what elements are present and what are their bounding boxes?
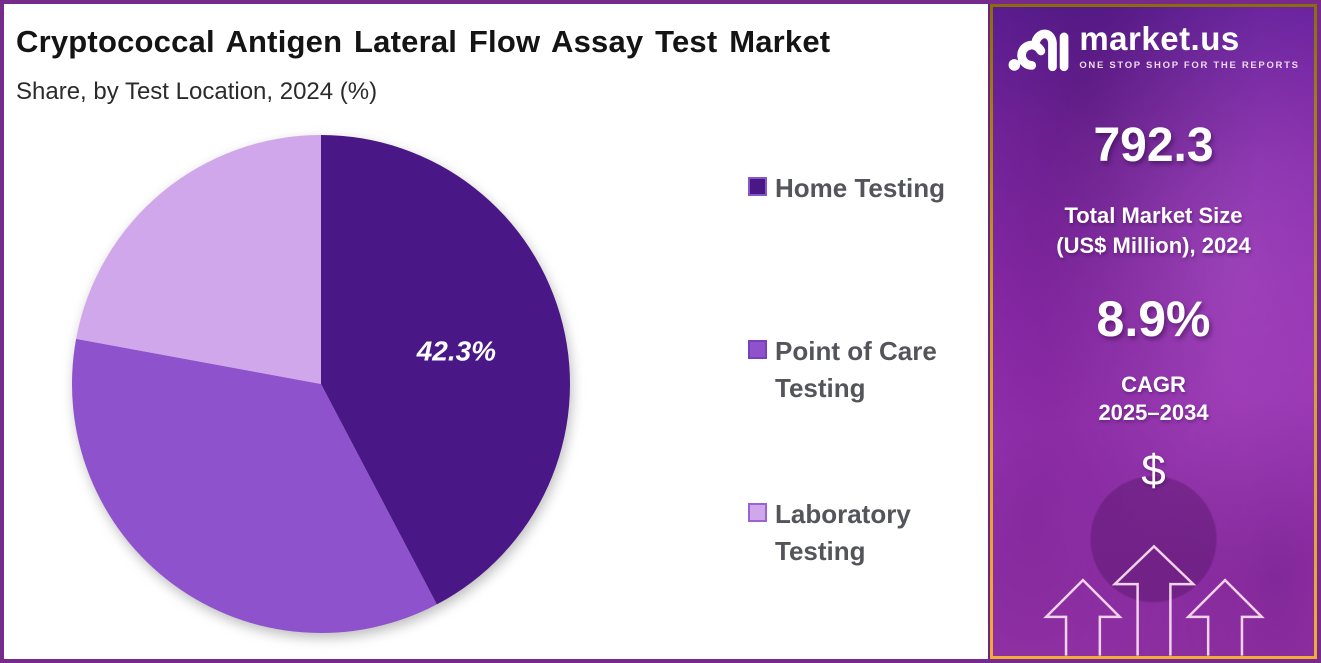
cagr-period: 2025–2034 [1098, 400, 1209, 426]
legend-item-point-of-care-testing: Point of Care Testing [748, 333, 962, 407]
cagr-value: 8.9% [1096, 291, 1211, 348]
market-size-label-line1: Total Market Size [1064, 203, 1243, 228]
pie-chart: 42.3% [71, 135, 570, 633]
market-size-label: Total Market Size (US$ Million), 2024 [1056, 201, 1250, 260]
page-title: Cryptococcal Antigen Lateral Flow Assay … [16, 24, 831, 59]
market-size-label-line2: (US$ Million), 2024 [1056, 232, 1251, 258]
legend-label: Laboratory Testing [775, 499, 911, 566]
brand-tagline: ONE STOP SHOP FOR THE REPORTS [1079, 59, 1300, 71]
dollar-icon: $ [1141, 446, 1166, 496]
growth-arrows-icon [1042, 544, 1265, 656]
chart-legend: Home Testing Point of Care Testing Laborat… [748, 170, 962, 590]
brand-text: market.us ONE STOP SHOP FOR THE REPORTS [1079, 20, 1299, 71]
legend-swatch-icon [748, 177, 767, 196]
cagr-label: CAGR [1121, 372, 1186, 398]
pie-slice-home-testing [321, 135, 570, 605]
brand-name: market.us [1079, 20, 1240, 57]
market-size-value: 792.3 [1093, 119, 1214, 172]
legend-label: Home Testing [775, 173, 945, 203]
chart-area: Cryptococcal Antigen Lateral Flow Assay … [4, 4, 988, 659]
pie-slice-point-of-care-testing [71, 338, 437, 633]
brand-logo: market.us ONE STOP SHOP FOR THE REPORTS [1007, 20, 1299, 76]
legend-label: Point of Care Testing [775, 336, 937, 403]
legend-swatch-icon [748, 340, 767, 359]
sidebar-panel: market.us ONE STOP SHOP FOR THE REPORTS … [993, 7, 1314, 656]
legend-item-home-testing: Home Testing [748, 170, 945, 207]
legend-item-laboratory-testing: Laboratory Testing [748, 496, 962, 570]
pie-slice-laboratory-testing [76, 135, 322, 384]
page-subtitle: Share, by Test Location, 2024 (%) [16, 78, 378, 105]
legend-swatch-icon [748, 503, 767, 522]
marketus-logo-icon [1008, 29, 1069, 72]
sidebar-panel-border: market.us ONE STOP SHOP FOR THE REPORTS … [988, 4, 1317, 659]
pie-slice-label: 42.3% [416, 336, 496, 367]
